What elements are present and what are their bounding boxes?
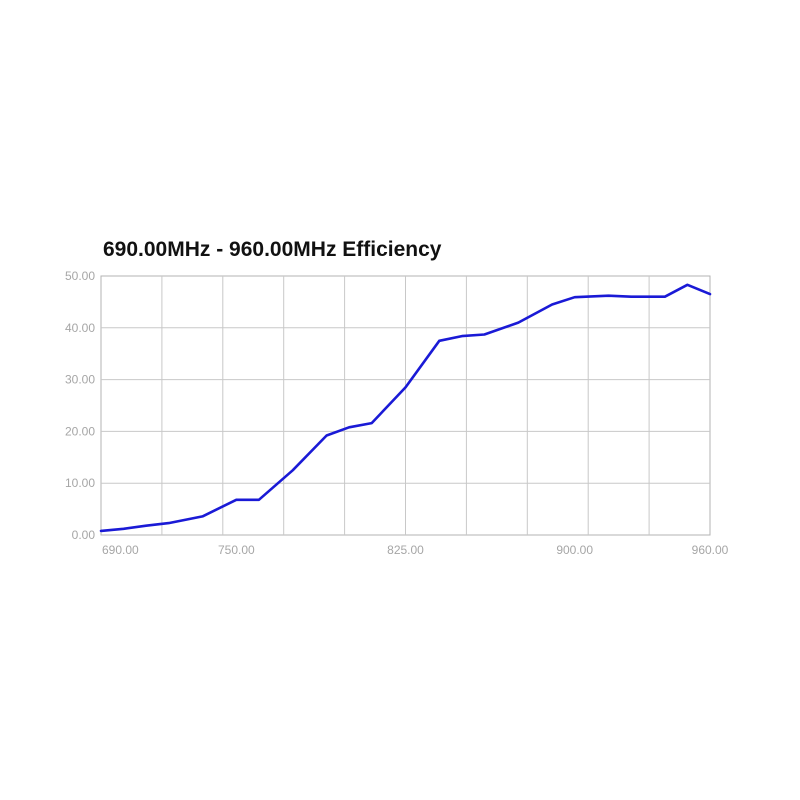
tick-labels: 0.00 10.00 20.00 30.00 40.00 50.00 690.00 750.0…: [65, 269, 729, 557]
y-tick-label: 10.00: [65, 476, 95, 490]
y-tick-label: 0.00: [72, 528, 96, 542]
x-tick-label: 960.00: [692, 543, 729, 557]
grid: [101, 276, 710, 535]
x-tick-label: 690.00: [102, 543, 139, 557]
series-layer: [99, 283, 712, 533]
x-tick-label: 825.00: [387, 543, 424, 557]
y-tick-label: 20.00: [65, 424, 95, 438]
y-tick-label: 30.00: [65, 373, 95, 387]
x-tick-label: 750.00: [218, 543, 255, 557]
y-tick-label: 50.00: [65, 269, 95, 283]
chart-title: 690.00MHz - 960.00MHz Efficiency: [103, 238, 442, 261]
x-tick-label: 900.00: [556, 543, 593, 557]
series-line-efficiency: [99, 283, 712, 533]
y-tick-label: 40.00: [65, 321, 95, 335]
